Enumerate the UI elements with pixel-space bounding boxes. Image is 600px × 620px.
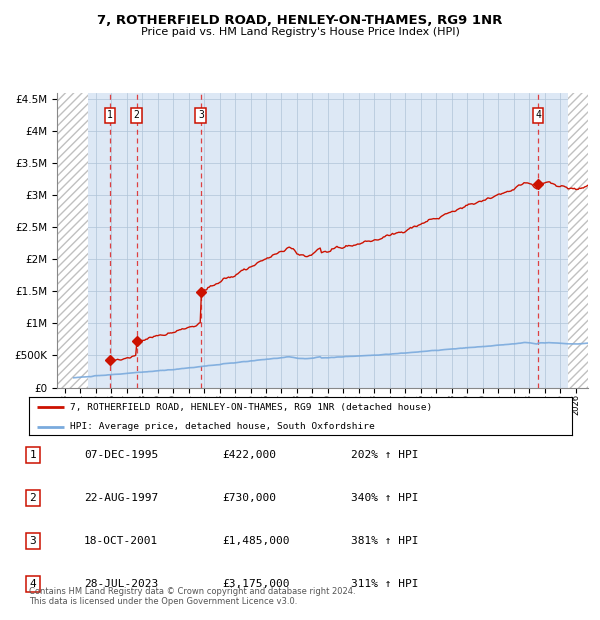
Text: 2: 2 xyxy=(134,110,140,120)
Bar xyxy=(568,93,588,388)
Text: 07-DEC-1995: 07-DEC-1995 xyxy=(84,450,158,460)
Text: 202% ↑ HPI: 202% ↑ HPI xyxy=(351,450,419,460)
Text: Contains HM Land Registry data © Crown copyright and database right 2024.
This d: Contains HM Land Registry data © Crown c… xyxy=(29,587,355,606)
Text: £3,175,000: £3,175,000 xyxy=(222,579,290,589)
Text: HPI: Average price, detached house, South Oxfordshire: HPI: Average price, detached house, Sout… xyxy=(70,422,374,432)
Text: 381% ↑ HPI: 381% ↑ HPI xyxy=(351,536,419,546)
Text: 340% ↑ HPI: 340% ↑ HPI xyxy=(351,493,419,503)
Text: 4: 4 xyxy=(535,110,541,120)
Text: 18-OCT-2001: 18-OCT-2001 xyxy=(84,536,158,546)
Text: 3: 3 xyxy=(29,536,37,546)
Text: 28-JUL-2023: 28-JUL-2023 xyxy=(84,579,158,589)
Text: 1: 1 xyxy=(29,450,37,460)
Text: Price paid vs. HM Land Registry's House Price Index (HPI): Price paid vs. HM Land Registry's House … xyxy=(140,27,460,37)
Text: £1,485,000: £1,485,000 xyxy=(222,536,290,546)
Text: 3: 3 xyxy=(198,110,204,120)
Text: 7, ROTHERFIELD ROAD, HENLEY-ON-THAMES, RG9 1NR (detached house): 7, ROTHERFIELD ROAD, HENLEY-ON-THAMES, R… xyxy=(70,402,432,412)
Text: 22-AUG-1997: 22-AUG-1997 xyxy=(84,493,158,503)
Text: £730,000: £730,000 xyxy=(222,493,276,503)
Text: 311% ↑ HPI: 311% ↑ HPI xyxy=(351,579,419,589)
Text: 2: 2 xyxy=(29,493,37,503)
Text: 4: 4 xyxy=(29,579,37,589)
Text: 7, ROTHERFIELD ROAD, HENLEY-ON-THAMES, RG9 1NR: 7, ROTHERFIELD ROAD, HENLEY-ON-THAMES, R… xyxy=(97,14,503,27)
Text: 1: 1 xyxy=(107,110,113,120)
Text: £422,000: £422,000 xyxy=(222,450,276,460)
Bar xyxy=(57,93,88,388)
